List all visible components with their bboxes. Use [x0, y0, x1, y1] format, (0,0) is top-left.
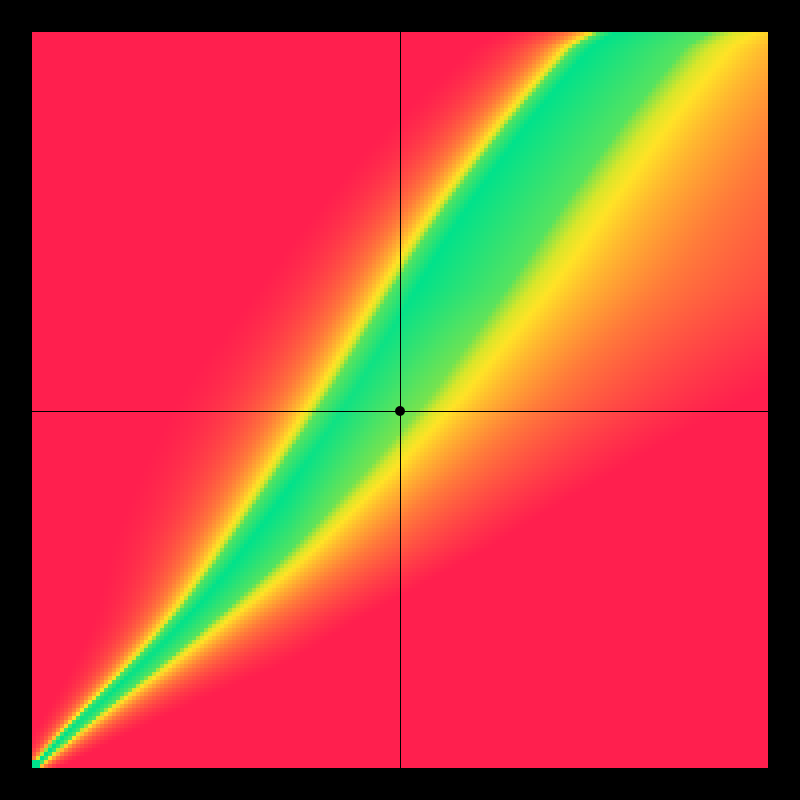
- chart-container: { "source_watermark": { "text": "TheBott…: [0, 0, 800, 800]
- crosshair-marker-dot: [395, 406, 405, 416]
- source-watermark: TheBottleneck.com: [559, 4, 762, 30]
- crosshair-vertical-line: [400, 32, 401, 768]
